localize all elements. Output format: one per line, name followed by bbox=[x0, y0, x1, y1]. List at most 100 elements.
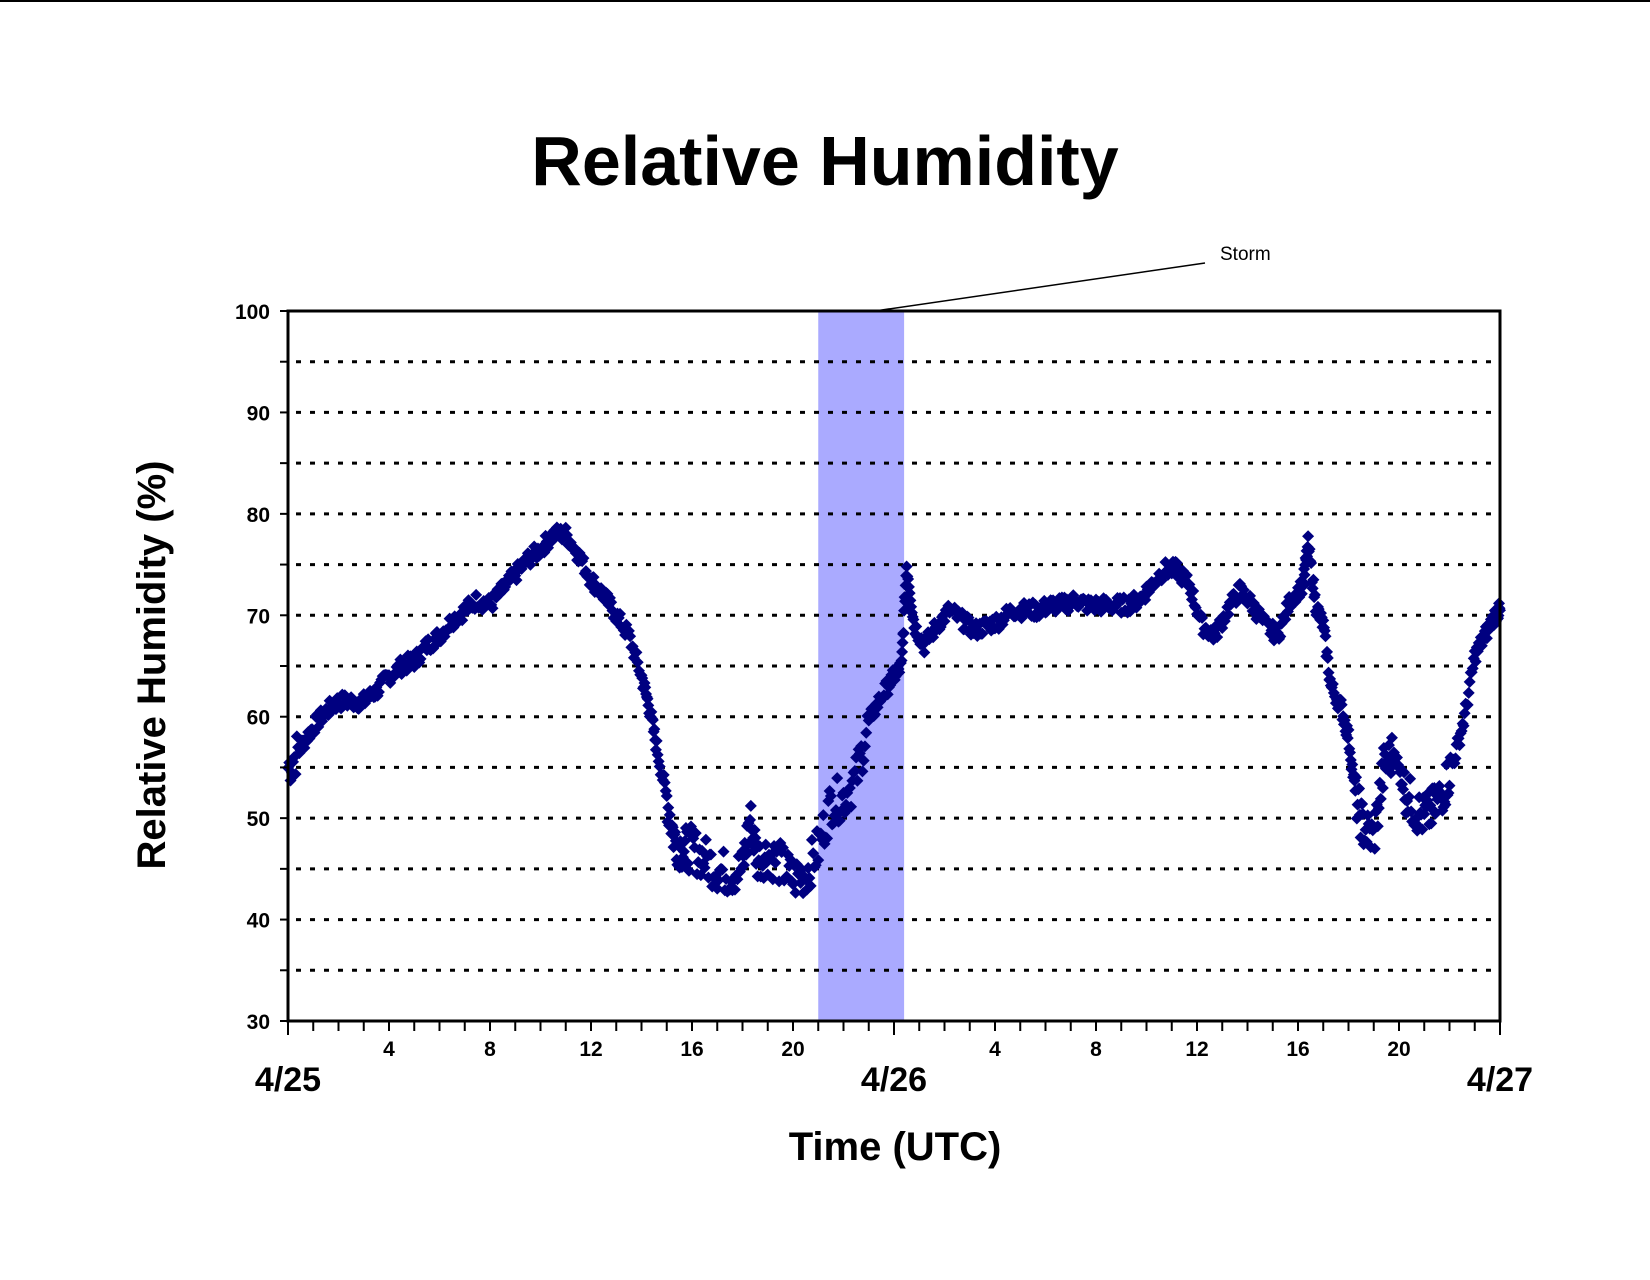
data-point bbox=[1416, 823, 1429, 836]
data-point bbox=[1403, 790, 1416, 803]
data-point bbox=[1222, 608, 1235, 621]
data-points bbox=[282, 521, 1506, 900]
data-point bbox=[663, 808, 676, 821]
y-tick-label: 70 bbox=[247, 605, 270, 628]
data-point bbox=[858, 740, 871, 753]
y-tick-label: 30 bbox=[247, 1011, 270, 1034]
data-point bbox=[1461, 698, 1474, 711]
data-point bbox=[848, 764, 861, 777]
data-point bbox=[1302, 530, 1315, 543]
gridlines bbox=[296, 360, 1496, 972]
data-point bbox=[769, 856, 782, 869]
data-point bbox=[624, 630, 637, 643]
axes bbox=[280, 309, 1502, 1035]
data-point bbox=[1376, 782, 1389, 795]
data-point bbox=[456, 614, 469, 627]
x-axis-title: Time (UTC) bbox=[789, 1125, 1002, 1169]
data-point bbox=[805, 833, 818, 846]
data-point bbox=[660, 790, 673, 803]
data-point bbox=[748, 823, 761, 836]
data-point bbox=[650, 734, 663, 747]
data-point bbox=[1346, 758, 1359, 771]
data-point bbox=[372, 686, 385, 699]
data-point bbox=[698, 861, 711, 874]
data-point bbox=[851, 774, 864, 787]
data-point bbox=[1341, 732, 1354, 745]
data-point bbox=[1303, 543, 1316, 556]
data-point bbox=[776, 841, 789, 854]
data-point bbox=[614, 607, 627, 620]
data-point bbox=[717, 845, 730, 858]
data-point bbox=[1344, 746, 1357, 759]
data-point bbox=[902, 573, 915, 586]
data-point bbox=[658, 776, 671, 789]
chart-title: Relative Humidity bbox=[531, 122, 1118, 200]
data-point bbox=[1397, 783, 1410, 796]
data-point bbox=[895, 654, 908, 667]
data-point bbox=[1353, 782, 1366, 795]
data-point bbox=[1372, 802, 1385, 815]
data-point bbox=[845, 800, 858, 813]
data-point bbox=[1317, 614, 1330, 627]
data-point bbox=[1180, 569, 1193, 582]
x-tick-label: 12 bbox=[1185, 1038, 1208, 1061]
data-point bbox=[918, 646, 931, 659]
data-point bbox=[605, 596, 618, 609]
data-point bbox=[1368, 842, 1381, 855]
data-point bbox=[744, 799, 757, 812]
data-point bbox=[1319, 630, 1332, 643]
data-point bbox=[1211, 631, 1224, 644]
data-point bbox=[1374, 792, 1387, 805]
data-point bbox=[1298, 568, 1311, 581]
y-tick-label: 50 bbox=[247, 808, 270, 831]
y-tick-label: 60 bbox=[247, 707, 270, 730]
data-point bbox=[1196, 611, 1209, 624]
x-tick-label: 16 bbox=[1286, 1038, 1309, 1061]
data-point bbox=[1442, 787, 1455, 800]
data-point bbox=[1308, 588, 1321, 601]
data-point bbox=[422, 633, 435, 646]
x-tick-label: 20 bbox=[1387, 1038, 1410, 1061]
data-point bbox=[470, 588, 483, 601]
data-point bbox=[893, 666, 906, 679]
data-point bbox=[821, 832, 834, 845]
x-tick-label: 20 bbox=[781, 1038, 804, 1061]
data-point bbox=[789, 886, 802, 899]
data-point bbox=[1404, 772, 1417, 785]
data-point bbox=[1398, 766, 1411, 779]
data-point bbox=[657, 768, 670, 781]
data-point bbox=[1321, 652, 1334, 665]
storm-annotation-label: Storm bbox=[1220, 244, 1271, 265]
data-point bbox=[938, 615, 951, 628]
data-point bbox=[1326, 678, 1339, 691]
data-point bbox=[1462, 686, 1475, 699]
data-point bbox=[831, 772, 844, 785]
data-point bbox=[681, 857, 694, 870]
y-tick-label: 40 bbox=[247, 910, 270, 933]
data-point bbox=[646, 713, 659, 726]
data-point bbox=[653, 760, 666, 773]
data-point bbox=[759, 838, 772, 851]
data-point bbox=[648, 723, 661, 736]
data-point bbox=[860, 726, 873, 739]
data-point bbox=[1469, 655, 1482, 668]
data-point bbox=[1350, 771, 1363, 784]
data-point bbox=[689, 827, 702, 840]
data-point bbox=[1453, 739, 1466, 752]
data-point bbox=[744, 813, 757, 826]
data-point bbox=[699, 833, 712, 846]
data-point bbox=[1463, 675, 1476, 688]
data-point bbox=[824, 790, 837, 803]
data-point bbox=[857, 754, 870, 767]
y-axis-title: Relative Humidity (%) bbox=[130, 461, 174, 870]
data-point bbox=[903, 587, 916, 600]
data-point bbox=[486, 602, 499, 615]
x-tick-label: 4 bbox=[383, 1038, 395, 1061]
data-point bbox=[1385, 731, 1398, 744]
data-point bbox=[414, 652, 427, 665]
data-point bbox=[1480, 632, 1493, 645]
y-tick-label: 90 bbox=[247, 402, 270, 425]
data-point bbox=[803, 871, 816, 884]
data-point bbox=[817, 809, 830, 822]
